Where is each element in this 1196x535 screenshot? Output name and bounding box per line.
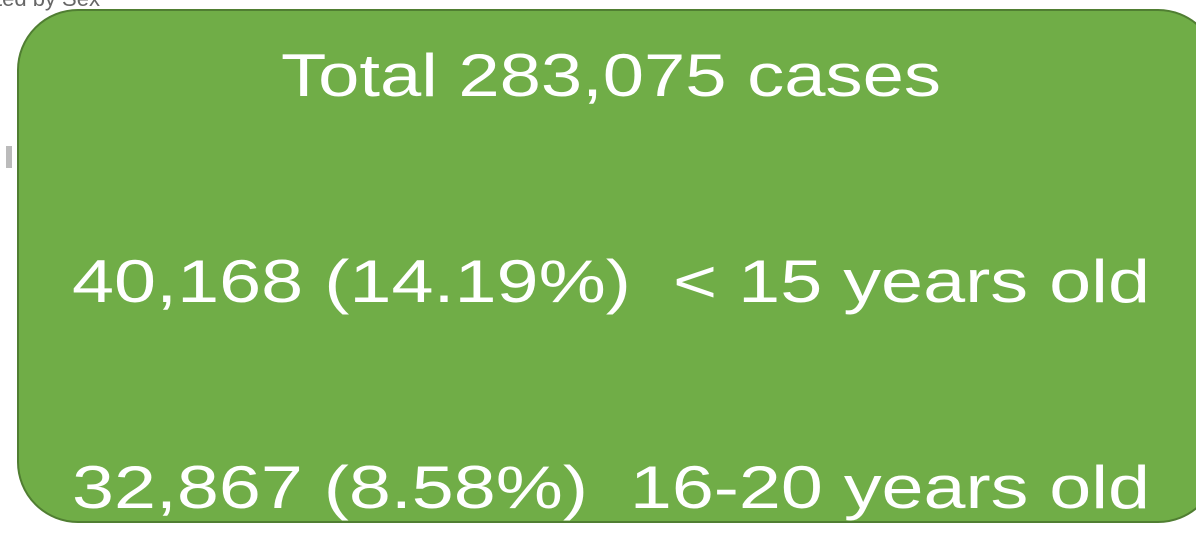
age-line: 32,867 (8.58%) 16-20 years old — [72, 454, 1150, 521]
edge-marker — [6, 146, 12, 168]
age-line: 40,168 (14.19%) < 15 years old — [72, 248, 1150, 315]
total-line: Total 283,075 cases — [281, 42, 941, 109]
summary-box — [17, 9, 1196, 523]
clipped-heading: ted by Sex — [0, 0, 100, 11]
